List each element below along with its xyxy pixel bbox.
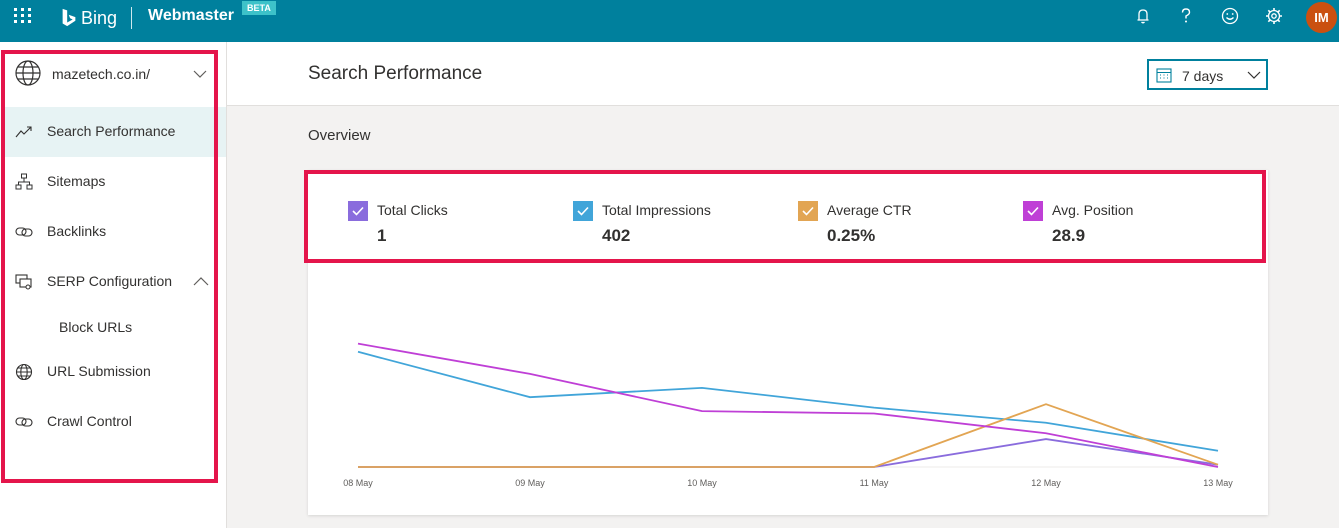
sidebar-item-block-urls[interactable]: Block URLs — [3, 307, 226, 347]
calendar-icon — [1156, 68, 1172, 83]
sidebar-item-sitemaps[interactable]: Sitemaps — [3, 157, 226, 207]
x-tick-label: 09 May — [515, 478, 545, 488]
avatar[interactable]: IM — [1306, 2, 1337, 33]
performance-card: Total Clicks 1 Total Impressions 402 Ave… — [308, 170, 1268, 515]
beta-badge: BETA — [242, 1, 276, 15]
sidebar-item-backlinks[interactable]: Backlinks — [3, 207, 226, 257]
x-tick-label: 12 May — [1031, 478, 1061, 488]
sidebar-item-label: Backlinks — [47, 223, 107, 239]
product-name[interactable]: Webmaster — [148, 7, 234, 24]
sidebar-item-label: Crawl Control — [47, 413, 132, 429]
x-tick-label: 08 May — [343, 478, 373, 488]
metric-label: Total Impressions — [602, 202, 711, 218]
link-icon — [15, 417, 33, 427]
sidebar-item-crawl-control[interactable]: Crawl Control — [3, 397, 226, 447]
checkmark-icon — [1027, 206, 1039, 216]
gear-icon[interactable] — [1264, 6, 1284, 26]
metric-label: Avg. Position — [1052, 202, 1134, 218]
page-title: Search Performance — [308, 63, 483, 84]
checkbox-total-clicks[interactable] — [348, 201, 368, 221]
sidebar-item-search-performance[interactable]: Search Performance — [3, 107, 226, 157]
sidebar: mazetech.co.in/ Search Performance Sitem… — [0, 42, 227, 528]
globe-icon — [15, 60, 41, 86]
series-line-average-ctr[interactable] — [358, 403, 1219, 468]
serp-config-icon — [15, 274, 32, 290]
checkbox-average-ctr[interactable] — [798, 201, 818, 221]
sidebar-item-label: Sitemaps — [47, 173, 106, 189]
waffle-icon[interactable] — [13, 7, 33, 27]
sitemap-icon — [15, 173, 33, 190]
x-tick-label: 13 May — [1203, 478, 1233, 488]
metric-value: 28.9 — [1052, 226, 1086, 245]
globe-icon — [15, 363, 33, 381]
site-selector[interactable]: mazetech.co.in/ — [10, 56, 215, 94]
overview-heading: Overview — [308, 127, 371, 144]
site-name: mazetech.co.in/ — [52, 66, 151, 82]
performance-line-chart: 08 May 09 May 10 May 11 May 12 May 13 May — [343, 342, 1233, 488]
sidebar-item-serp-configuration[interactable]: SERP Configuration — [3, 257, 226, 307]
checkmark-icon — [577, 206, 589, 216]
metric-value: 1 — [377, 226, 387, 245]
series-line-total-impressions[interactable] — [357, 350, 1219, 452]
top-bar: Bing Webmaster BETA IM — [0, 0, 1339, 42]
chevron-up-icon — [193, 277, 209, 286]
checkmark-icon — [352, 206, 364, 216]
checkbox-total-impressions[interactable] — [573, 201, 593, 221]
bell-icon[interactable] — [1133, 6, 1153, 26]
metric-value: 402 — [602, 226, 631, 245]
metric-value: 0.25% — [827, 226, 876, 245]
series-line-total-clicks[interactable] — [358, 438, 1219, 468]
x-tick-label: 10 May — [687, 478, 717, 488]
bing-icon — [62, 8, 76, 27]
checkmark-icon — [802, 206, 814, 216]
help-icon[interactable] — [1176, 6, 1196, 26]
sidebar-item-label: URL Submission — [47, 363, 151, 379]
series-line-avg-position[interactable] — [357, 342, 1219, 468]
date-range-dropdown[interactable]: 7 days — [1147, 59, 1268, 90]
chevron-down-icon — [193, 70, 207, 78]
chevron-down-icon — [1247, 71, 1261, 79]
sidebar-item-label: Search Performance — [47, 123, 176, 139]
date-range-value: 7 days — [1182, 68, 1224, 84]
brand-name: Bing — [81, 7, 118, 28]
trend-icon — [15, 126, 32, 138]
link-icon — [15, 227, 33, 237]
sidebar-item-label: SERP Configuration — [47, 273, 173, 289]
page-header: Search Performance 7 days — [227, 42, 1339, 106]
sidebar-item-url-submission[interactable]: URL Submission — [3, 347, 226, 397]
sidebar-item-label: Block URLs — [59, 319, 133, 335]
metric-label: Average CTR — [827, 202, 912, 218]
checkbox-avg-position[interactable] — [1023, 201, 1043, 221]
x-tick-label: 11 May — [860, 478, 889, 488]
bing-logo[interactable]: Bing — [60, 6, 117, 30]
metric-label: Total Clicks — [377, 202, 448, 218]
brand-divider — [131, 7, 132, 29]
smiley-icon[interactable] — [1220, 6, 1240, 26]
